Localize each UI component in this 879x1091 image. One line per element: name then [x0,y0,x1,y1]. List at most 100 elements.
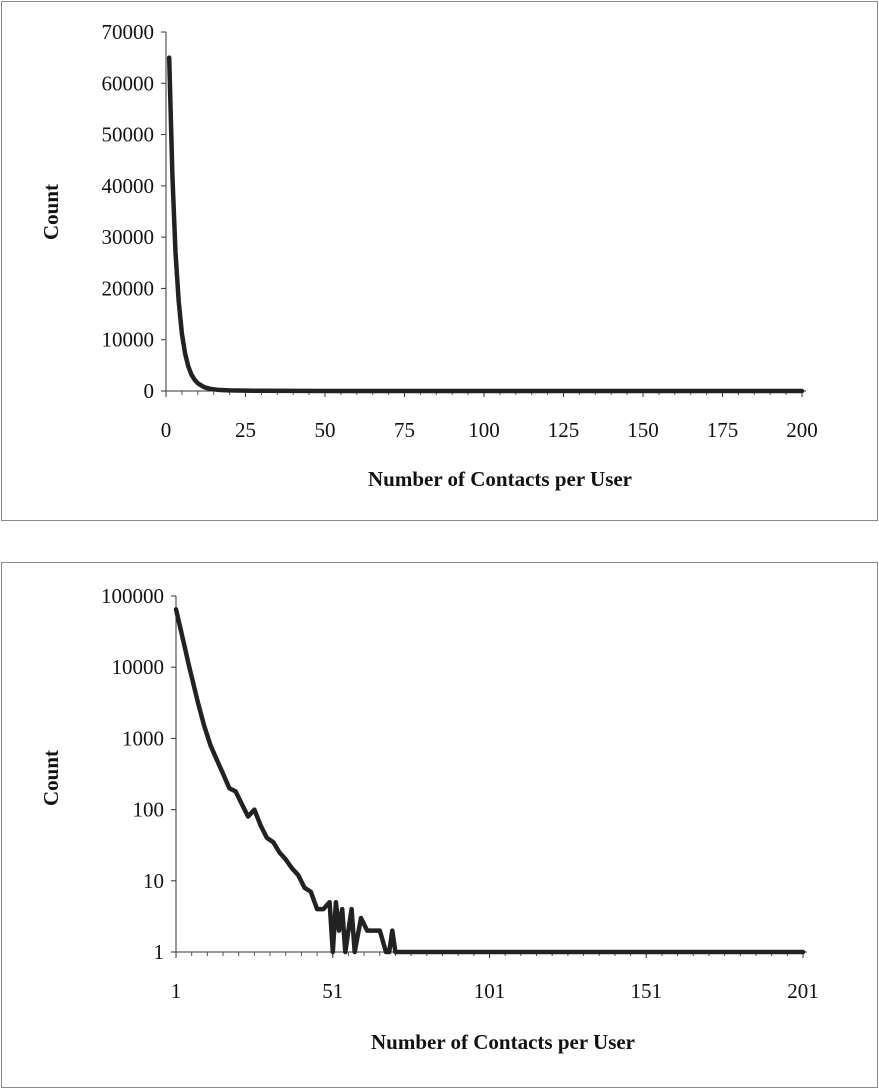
data-point [329,901,331,903]
data-point [235,790,237,792]
data-point [175,608,177,610]
x-tick-label: 25 [235,418,256,442]
data-point [335,901,337,903]
data-point [338,930,340,932]
data-point [373,930,374,932]
data-point [304,887,305,889]
y-tick-label: 50000 [102,123,155,147]
data-point [379,930,381,932]
x-axis-title: Number of Contacts per User [368,467,632,491]
data-point [241,803,243,805]
data-point [175,252,176,253]
y-tick-label: 40000 [102,174,155,198]
data-point [229,389,231,391]
x-tick-label: 1 [171,979,182,1003]
series-line [166,55,805,394]
data-point [188,663,189,665]
y-tick-label: 100 [133,798,165,822]
data-point [344,951,346,953]
data-point [356,390,358,392]
data-point [260,390,262,392]
x-tick-label: 75 [394,418,415,442]
data-point [322,908,324,910]
data-point [210,388,211,390]
data-point [316,908,318,910]
data-point [203,725,205,727]
x-tick-label: 151 [631,979,663,1003]
data-point [247,816,249,817]
data-point [366,930,368,932]
x-tick-label: 125 [548,418,580,442]
x-tick-label: 201 [787,979,819,1003]
data-point [642,951,644,953]
data-point [332,951,334,953]
data-point [297,874,299,876]
data-point [360,917,362,919]
x-tick-label: 51 [322,979,343,1003]
y-tick-label: 1 [154,940,165,964]
data-point [178,622,180,624]
y-tick-label: 100000 [101,584,164,608]
y-axis-title: Count [39,750,63,806]
x-tick-label: 200 [786,418,818,442]
data-point [181,333,183,335]
data-point [260,824,262,826]
linear-count-chart: 0 10000 20000 30000 40000 50000 60000 70000 0 25 5… [39,20,818,491]
y-tick-label: 10000 [112,655,165,679]
data-point [310,891,312,893]
data-point [279,852,280,853]
data-point [228,787,230,789]
data-point [245,390,246,392]
data-point [385,951,387,953]
data-point [203,386,205,388]
data-point [485,951,487,953]
data-point [341,908,343,910]
data-point [291,867,293,869]
data-point [483,390,485,392]
data-point [801,390,803,392]
y-tick-label: 20000 [102,276,155,300]
data-point [394,951,396,953]
data-point [222,773,224,775]
x-tick-label: 175 [707,418,739,442]
data-point [216,759,218,761]
data-point [347,930,349,932]
data-point [388,951,390,953]
data-point [324,390,326,392]
data-point [184,649,186,651]
x-tick-label: 100 [468,418,500,442]
x-tick-label: 150 [627,418,659,442]
data-point [351,908,353,910]
data-point [222,389,224,391]
x-tick-label: 0 [161,418,172,442]
y-tick-label: 60000 [102,71,155,95]
x-tick-label: 101 [474,979,506,1003]
data-point [216,389,218,391]
data-point [168,57,170,59]
y-tick-label: 10000 [102,328,155,352]
y-tick-label: 10 [143,869,164,893]
data-point [253,809,255,811]
y-tick-label: 30000 [102,225,155,249]
data-point [187,365,189,367]
data-point [184,353,186,355]
series-line [173,607,806,955]
data-point [191,676,193,678]
y-tick-label: 70000 [102,20,155,44]
data-point [642,390,644,392]
data-point [266,837,268,839]
data-point [802,951,804,953]
y-tick-label: 1000 [122,726,164,750]
chart-panel-log: 1 10 100 1000 10000 100000 1 51 101 151 201 Number … [1,562,878,1088]
chart-panel-linear: 0 10000 20000 30000 40000 50000 60000 70000 0 25 5… [1,1,878,521]
data-point [272,841,274,843]
data-point [419,390,421,392]
x-tick-label: 50 [315,418,336,442]
data-point [194,379,196,381]
data-point [190,374,192,376]
data-point [178,300,180,302]
data-point [423,951,425,953]
data-point [171,175,173,177]
y-axis-title: Count [39,184,63,240]
